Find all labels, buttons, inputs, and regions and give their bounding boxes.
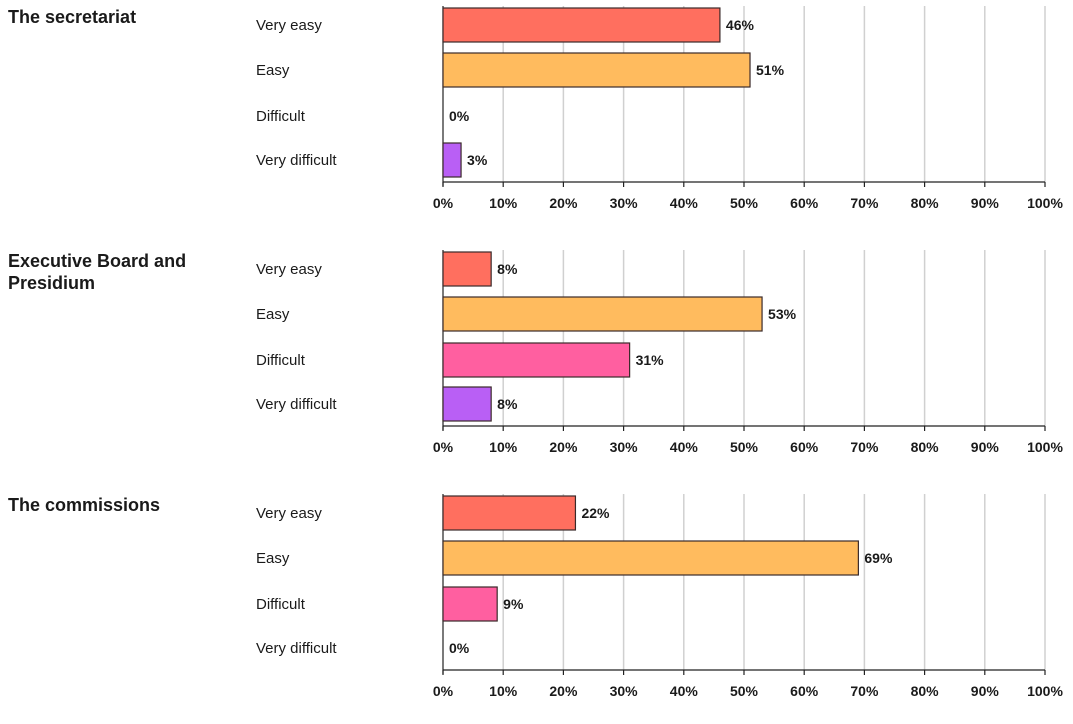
chart-panel-commissions: The commissions 0% 10% 20% 30% 40% 50% 60% 70% 8… xyxy=(0,494,1073,724)
x-tick-label: 20% xyxy=(549,195,578,211)
category-label: Very difficult xyxy=(256,396,337,413)
category-label: Easy xyxy=(256,306,290,323)
bar-very-easy xyxy=(442,7,721,43)
x-tick-label: 40% xyxy=(670,439,699,455)
value-label: 22% xyxy=(581,505,610,521)
panel-title: The commissions xyxy=(8,495,161,515)
bar-very-easy xyxy=(442,251,492,287)
value-label: 53% xyxy=(768,306,797,322)
x-tick-label: 60% xyxy=(790,195,819,211)
x-tick-label: 60% xyxy=(790,439,819,455)
bar-easy xyxy=(442,296,763,332)
category-label: Very easy xyxy=(256,261,322,278)
x-tick-label: 20% xyxy=(549,439,578,455)
x-tick-label: 30% xyxy=(610,439,639,455)
x-tick-label: 40% xyxy=(670,195,699,211)
bar-chart-secretariat: 0% 10% 20% 30% 40% 50% 60% 70% 80% 90% 100% Very ea… xyxy=(256,6,1063,211)
value-label: 9% xyxy=(503,596,524,612)
x-tick-label: 10% xyxy=(489,195,518,211)
chart-stage: The secretariat 0% 10% 20% 30% 40% 50% 60% 70% 8… xyxy=(0,6,1073,699)
x-tick-label: 100% xyxy=(1027,439,1063,455)
value-label: 69% xyxy=(864,550,893,566)
category-label: Very easy xyxy=(256,17,322,34)
value-label: 3% xyxy=(467,152,488,168)
bar-very-easy xyxy=(442,495,577,531)
x-tick-label: 0% xyxy=(433,195,454,211)
bar-easy xyxy=(442,540,859,576)
x-tick-label: 90% xyxy=(971,683,1000,699)
value-label: 46% xyxy=(726,17,755,33)
x-tick-label: 20% xyxy=(549,683,578,699)
x-tick-label: 40% xyxy=(670,683,699,699)
x-tick-label: 80% xyxy=(911,195,940,211)
x-tick-label: 10% xyxy=(489,439,518,455)
bar-chart-executive-board: 0% 10% 20% 30% 40% 50% 60% 70% 80% 90% 100% Very ea… xyxy=(256,250,1063,455)
x-tick-label: 70% xyxy=(850,439,879,455)
x-tick-label: 50% xyxy=(730,439,759,455)
value-label: 8% xyxy=(497,396,518,412)
x-tick-label: 80% xyxy=(911,683,940,699)
x-tick-label: 30% xyxy=(610,683,639,699)
x-tick-label: 90% xyxy=(971,439,1000,455)
panel-title: Executive Board and Presidium xyxy=(8,251,187,293)
x-tick-label: 50% xyxy=(730,683,759,699)
value-label: 51% xyxy=(756,62,785,78)
category-label: Difficult xyxy=(256,352,306,369)
category-label: Very difficult xyxy=(256,640,337,657)
bar-difficult xyxy=(442,342,631,378)
bar-very-difficult xyxy=(442,142,462,178)
x-tick-label: 100% xyxy=(1027,683,1063,699)
bar-very-difficult xyxy=(442,386,492,422)
bar-difficult xyxy=(442,586,498,622)
x-tick-label: 10% xyxy=(489,683,518,699)
value-label: 0% xyxy=(449,108,470,124)
x-tick-label: 70% xyxy=(850,195,879,211)
value-label: 8% xyxy=(497,261,518,277)
category-label: Easy xyxy=(256,550,290,567)
bar-chart-commissions: 0% 10% 20% 30% 40% 50% 60% 70% 80% 90% 100% Very ea… xyxy=(256,494,1063,699)
x-tick-label: 30% xyxy=(610,195,639,211)
x-tick-label: 0% xyxy=(433,683,454,699)
category-label: Easy xyxy=(256,62,290,79)
x-tick-label: 0% xyxy=(433,439,454,455)
x-tick-label: 90% xyxy=(971,195,1000,211)
value-label: 0% xyxy=(449,640,470,656)
chart-panel-secretariat: The secretariat 0% 10% 20% 30% 40% 50% 60% 70% 8… xyxy=(0,6,1073,236)
category-label: Very difficult xyxy=(256,152,337,169)
panel-title: The secretariat xyxy=(8,7,137,27)
value-label: 31% xyxy=(636,352,665,368)
category-label: Difficult xyxy=(256,596,306,613)
x-tick-label: 60% xyxy=(790,683,819,699)
chart-panel-executive-board: Executive Board and Presidium 0% 10% 20% 30… xyxy=(0,250,1073,480)
bar-easy xyxy=(442,52,751,88)
x-tick-label: 100% xyxy=(1027,195,1063,211)
x-tick-label: 80% xyxy=(911,439,940,455)
x-tick-label: 70% xyxy=(850,683,879,699)
x-tick-label: 50% xyxy=(730,195,759,211)
category-label: Very easy xyxy=(256,505,322,522)
category-label: Difficult xyxy=(256,108,306,125)
